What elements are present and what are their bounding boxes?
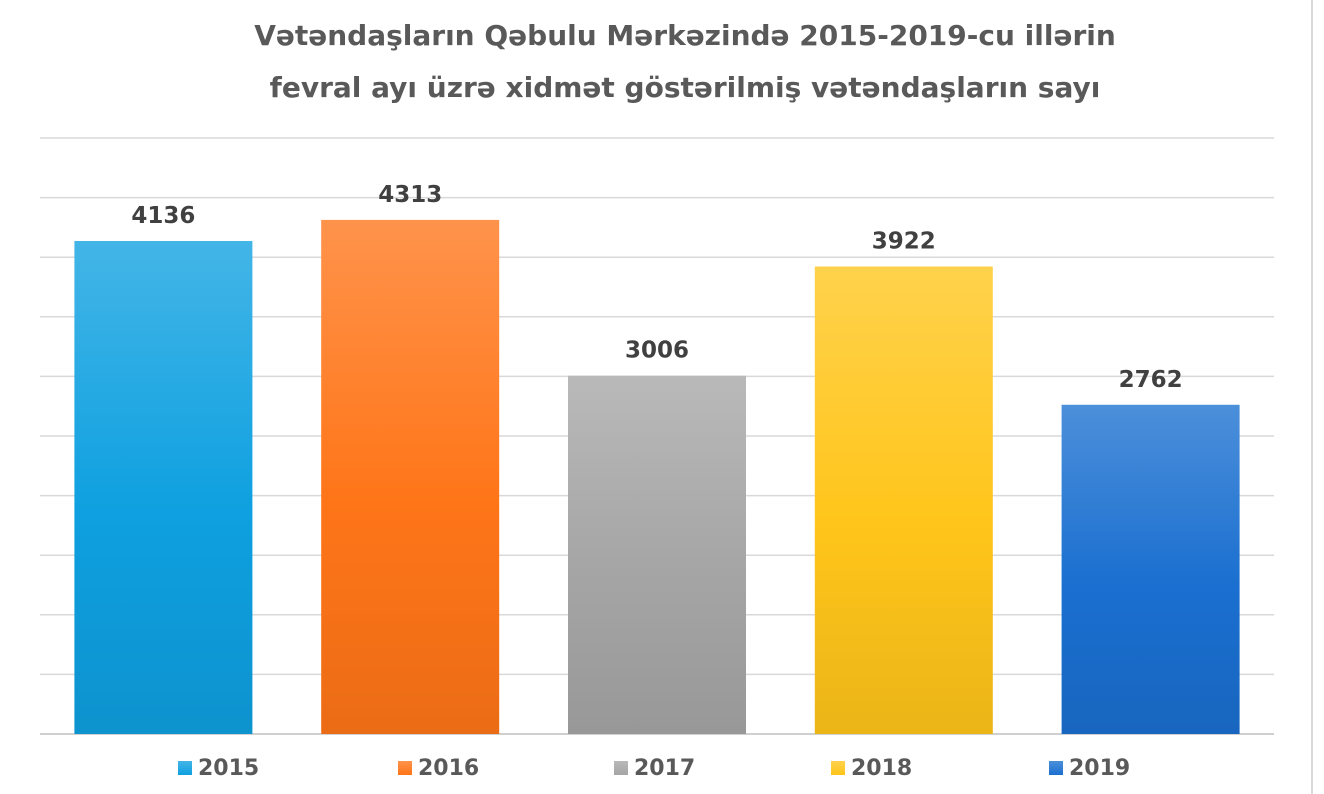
legend-label: 2016 <box>418 755 480 781</box>
legend-swatch <box>614 761 628 775</box>
data-label-2017: 3006 <box>625 338 689 364</box>
legend-swatch <box>178 761 192 775</box>
chart-title-line-1: Vətəndaşların Qəbulu Mərkəzində 2015-201… <box>254 19 1116 52</box>
data-labels: 4136 4313 3006 3922 2762 <box>131 182 1182 393</box>
bars <box>74 219 1240 735</box>
frame-border <box>1311 0 1313 794</box>
legend-label: 2018 <box>851 755 913 781</box>
legend-item-2019: 2019 <box>1049 753 1130 783</box>
legend-swatch <box>398 761 412 775</box>
legend-swatch <box>1049 761 1063 775</box>
chart-title: Vətəndaşların Qəbulu Mərkəzində 2015-201… <box>0 10 1324 114</box>
legend: 2015 2016 2017 2018 2019 <box>0 753 1324 783</box>
bar-2016 <box>321 219 500 735</box>
bar-2019 <box>1061 404 1240 734</box>
legend-label: 2019 <box>1069 755 1131 781</box>
legend-item-2015: 2015 <box>178 753 259 783</box>
legend-swatch <box>831 761 845 775</box>
chart-title-line-2: fevral ayı üzrə xidmət göstərilmiş vətən… <box>269 71 1101 104</box>
legend-item-2016: 2016 <box>398 753 479 783</box>
legend-label: 2017 <box>634 755 696 781</box>
bar-2017 <box>568 375 746 734</box>
data-label-2015: 4136 <box>131 203 195 229</box>
legend-item-2017: 2017 <box>614 753 695 783</box>
bar-2015 <box>74 240 253 734</box>
bar-2018 <box>814 266 993 734</box>
data-label-2016: 4313 <box>378 182 442 208</box>
legend-item-2018: 2018 <box>831 753 912 783</box>
data-label-2019: 2762 <box>1119 367 1183 393</box>
data-label-2018: 3922 <box>872 228 936 254</box>
legend-label: 2015 <box>198 755 260 781</box>
